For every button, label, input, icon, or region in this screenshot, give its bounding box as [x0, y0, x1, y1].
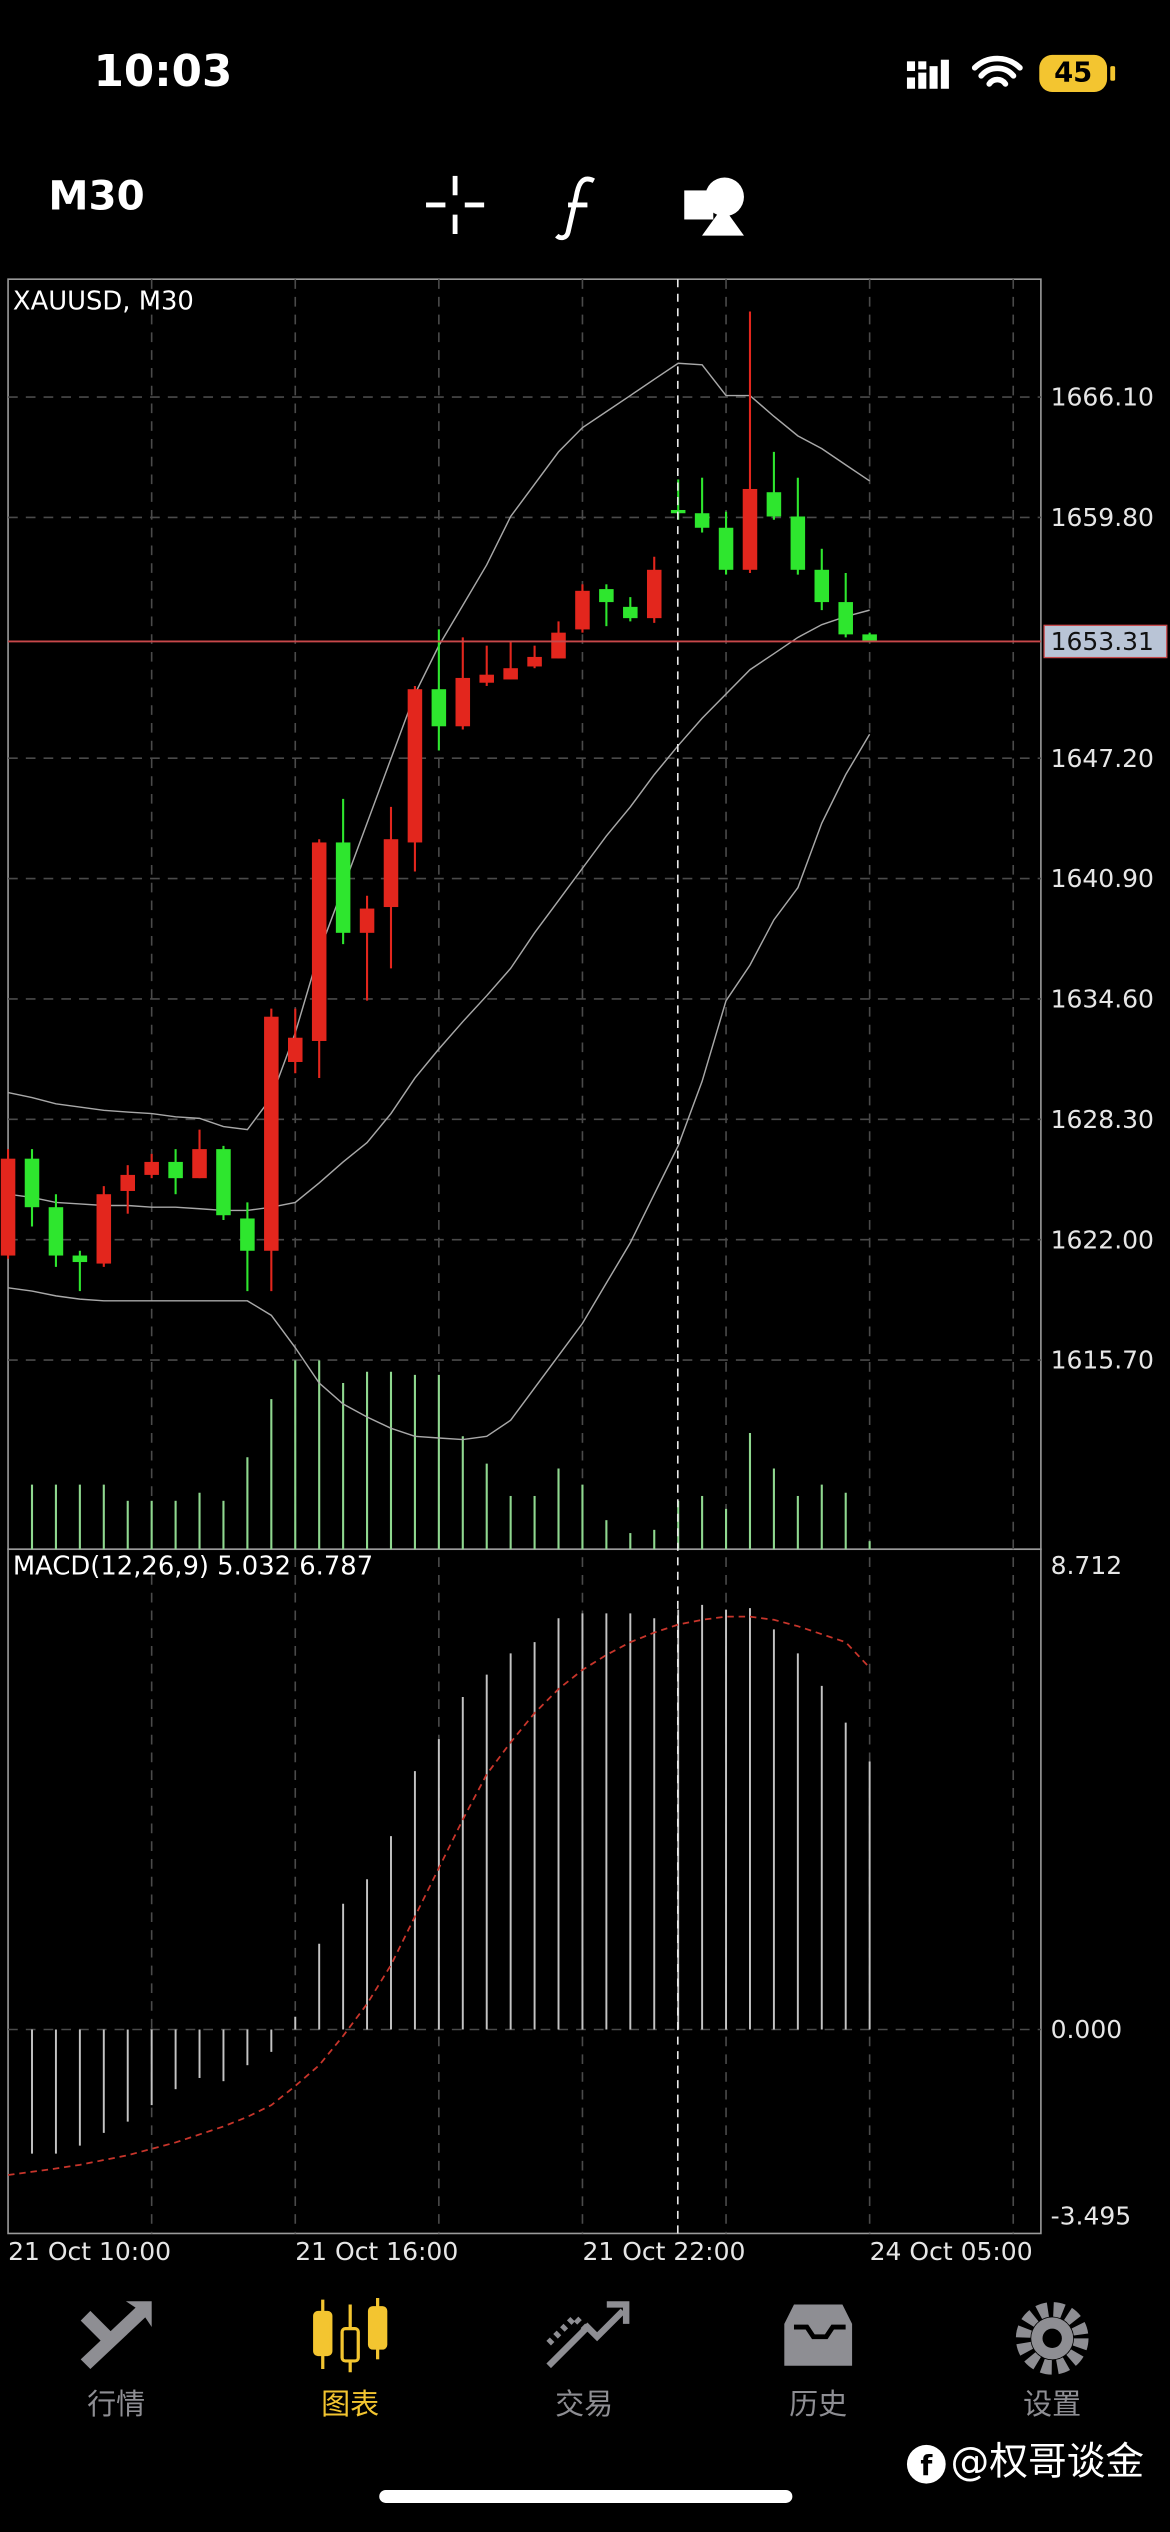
y-tick-label: 1628.30 — [1051, 1105, 1154, 1134]
candle-body — [311, 842, 327, 1041]
x-tick-label: 21 Oct 16:00 — [295, 2237, 458, 2266]
macd-pane — [7, 1548, 1042, 2235]
macd-signal — [7, 1615, 871, 2176]
battery-icon — [1039, 54, 1108, 92]
candle-body — [168, 1161, 183, 1179]
candle-body — [120, 1174, 135, 1191]
candle-body — [718, 527, 734, 570]
candle-body — [287, 1037, 303, 1062]
candle-body — [479, 674, 494, 683]
candle-body — [335, 842, 351, 933]
candle-body — [24, 1158, 40, 1208]
y-tick-label: 1615.70 — [1051, 1346, 1154, 1375]
candle-body — [383, 839, 399, 908]
crosshair-button[interactable] — [426, 175, 485, 234]
candle-body — [766, 492, 782, 517]
timeframe-button[interactable]: M30 — [48, 172, 144, 219]
indicators-button[interactable] — [555, 176, 595, 241]
clock: 10:03 — [94, 47, 233, 97]
candle-body — [814, 569, 830, 603]
tab-label[interactable]: 设置 — [1023, 2387, 1081, 2421]
candle-body — [216, 1149, 231, 1216]
candle-body — [551, 632, 566, 659]
candle-body — [623, 606, 638, 619]
candle-body — [527, 656, 542, 667]
y-tick-label: 1634.60 — [1051, 985, 1154, 1014]
x-tick-label: 21 Oct 10:00 — [8, 2237, 171, 2266]
candle-body — [407, 689, 423, 843]
tab-label[interactable]: 历史 — [789, 2387, 847, 2421]
candle-body — [694, 513, 710, 528]
y-tick-label: 0.000 — [1051, 2015, 1123, 2044]
macd-pane-title: MACD(12,26,9) 5.032 6.787 — [13, 1551, 373, 1581]
candle-body — [503, 668, 518, 680]
current-price-label: 1653.31 — [1051, 627, 1154, 656]
toolbar: M30 — [48, 172, 744, 241]
y-tick-label: 1640.90 — [1051, 864, 1154, 893]
candle-body — [790, 516, 806, 570]
candle-body — [838, 602, 853, 635]
signal-icon — [906, 59, 949, 89]
wifi-icon — [971, 55, 1023, 87]
y-tick-label: 1666.10 — [1051, 383, 1154, 412]
tab-label[interactable]: 交易 — [555, 2387, 613, 2421]
y-tick-label: 1622.00 — [1051, 1225, 1154, 1254]
x-tick-label: 21 Oct 22:00 — [582, 2237, 745, 2266]
candle-body — [575, 590, 590, 630]
tab-icon-quotes[interactable] — [80, 2301, 152, 2370]
candle-body — [646, 569, 662, 619]
candle-body — [742, 488, 758, 570]
candle-body — [72, 1255, 88, 1263]
candle-body — [599, 589, 614, 603]
candle-body — [96, 1194, 112, 1264]
candle-body — [240, 1218, 255, 1251]
tab-bar: 行情 图表 交易 历史 设置 — [80, 2298, 1089, 2421]
tab-label[interactable]: 行情 — [87, 2387, 145, 2421]
tab-icon-chart[interactable] — [313, 2298, 388, 2373]
y-tick-label: 1647.20 — [1051, 744, 1154, 773]
tab-icon-settings[interactable] — [1015, 2302, 1089, 2375]
watermark: f @权哥谈金 — [906, 2440, 1145, 2485]
watermark-icon-glyph: f — [920, 2451, 933, 2482]
battery-level: 45 — [1054, 58, 1092, 89]
home-indicator — [379, 2490, 793, 2503]
watermark-icon — [906, 2444, 946, 2484]
current-price-box — [1043, 624, 1168, 659]
status-bar: 10:03 45 — [94, 47, 1116, 97]
candle-body — [431, 689, 447, 727]
price-pane-title: XAUUSD, M30 — [13, 286, 194, 316]
tab-icon-trade[interactable] — [546, 2301, 630, 2369]
candle-body — [192, 1149, 207, 1179]
axes: 1666.10 1659.80 1647.20 1640.90 1634.60 1628.… — [8, 383, 1168, 2266]
candle-body — [862, 634, 877, 642]
candle-body — [264, 1016, 279, 1251]
band-lower — [7, 733, 871, 1441]
watermark-text: @权哥谈金 — [951, 2440, 1145, 2485]
candle-body — [144, 1161, 159, 1175]
band-middle — [7, 609, 870, 1212]
tab-label[interactable]: 图表 — [321, 2387, 379, 2421]
y-tick-label: -3.495 — [1051, 2201, 1132, 2230]
tab-icon-history[interactable] — [784, 2304, 853, 2366]
chart-layer — [0, 311, 1041, 2176]
x-tick-label: 24 Oct 05:00 — [870, 2237, 1033, 2266]
y-tick-label: 1659.80 — [1051, 503, 1154, 532]
candle-body — [0, 1158, 16, 1256]
battery-tip — [1110, 66, 1116, 81]
candle-body — [455, 677, 471, 727]
candle-body — [48, 1207, 64, 1256]
objects-button[interactable] — [684, 177, 744, 236]
candle-body — [359, 908, 375, 933]
y-tick-label: 8.712 — [1051, 1551, 1123, 1580]
